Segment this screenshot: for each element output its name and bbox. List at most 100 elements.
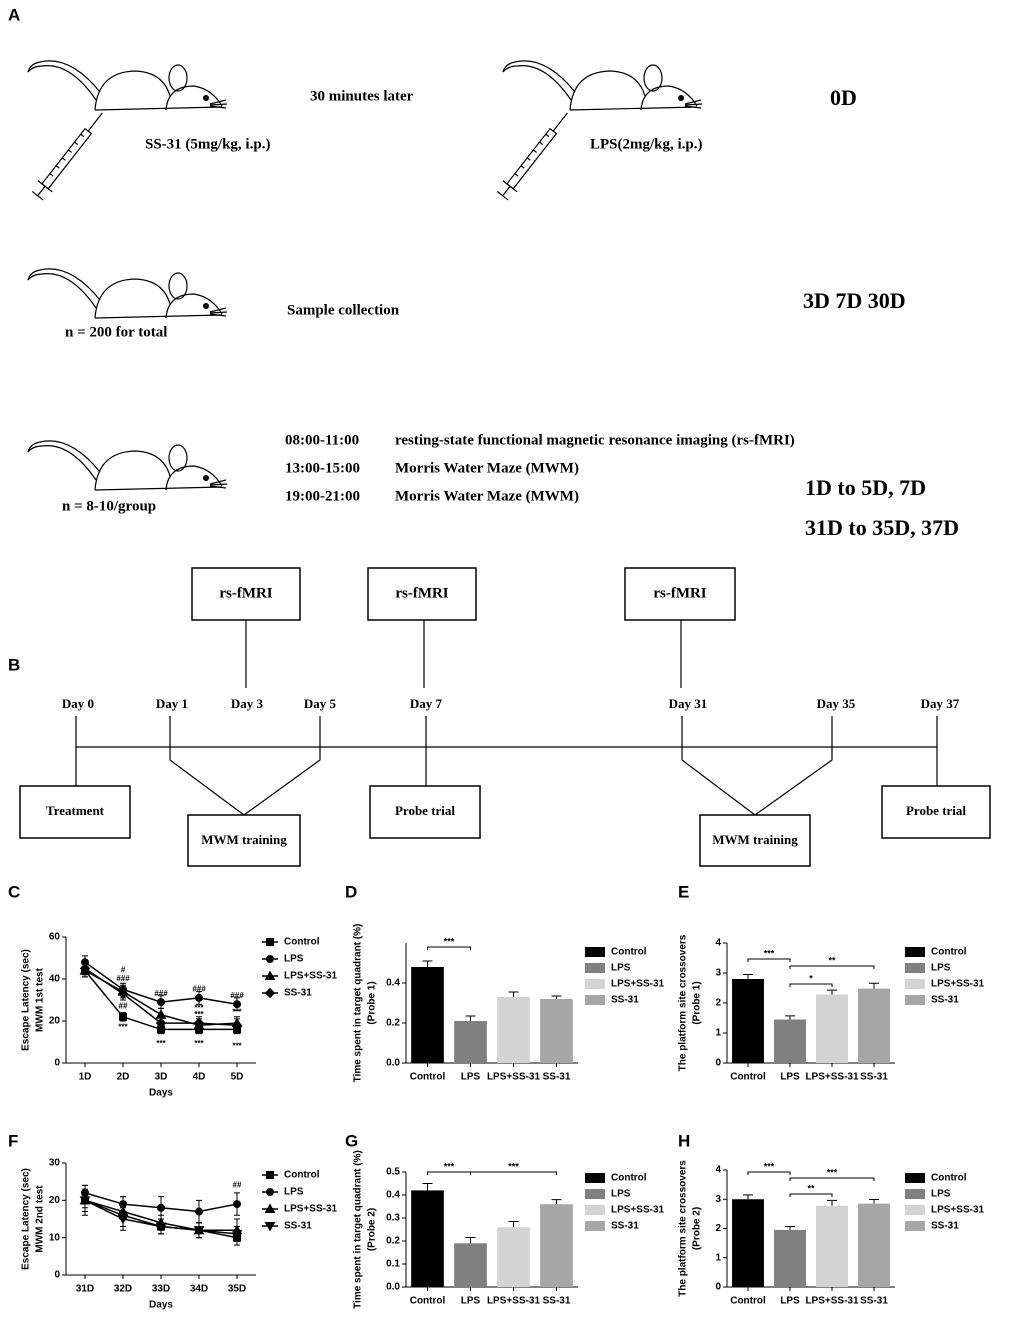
significance-bracket xyxy=(789,1193,833,1197)
legend-label: LPS xyxy=(284,1187,304,1198)
y-axis-title: Escape Latency (sec) xyxy=(21,1168,32,1270)
scan: rs-fMRI xyxy=(219,585,272,601)
error-bar xyxy=(785,1225,795,1230)
bar xyxy=(774,1229,806,1287)
error-bar xyxy=(551,995,562,999)
y-tick-label: 0.5 xyxy=(386,1167,400,1178)
y-axis-title: (Probe 2) xyxy=(367,1208,378,1251)
error-bar xyxy=(869,982,879,989)
bar xyxy=(497,1227,530,1287)
legend-swatch xyxy=(905,1221,925,1231)
y-axis-title: The platform site crossovers xyxy=(678,934,689,1071)
annotation: *** xyxy=(232,1041,242,1050)
bar xyxy=(774,1019,806,1063)
y-tick-label: 30 xyxy=(49,1158,61,1169)
x-tick-label: 32D xyxy=(114,1284,132,1295)
y-tick-label: 20 xyxy=(49,1195,61,1206)
legend-marker xyxy=(266,955,274,963)
scan: rs-fMRI xyxy=(653,585,706,601)
phase-box xyxy=(19,785,131,839)
x-tick-label: LPS+SS-31 xyxy=(805,1072,859,1083)
significance: * xyxy=(809,973,813,983)
y-axis-title: MWM 2nd test xyxy=(35,1185,46,1253)
annotation: ## xyxy=(119,1001,128,1010)
legend-swatch xyxy=(585,1189,605,1199)
legend-marker xyxy=(266,1171,274,1179)
chart: E 0 1 2 3 4 The platform site crossovers (Probe… xyxy=(678,882,985,1082)
phase: Treatment xyxy=(46,803,105,818)
phase: Probe trial xyxy=(395,803,455,818)
error-bar xyxy=(465,1237,476,1244)
x-tick-label: 33D xyxy=(152,1284,170,1295)
phase-box xyxy=(699,814,811,867)
legend-label: LPS+SS-31 xyxy=(611,1205,665,1216)
y-tick-label: 0.1 xyxy=(386,1259,400,1270)
legend-swatch xyxy=(585,963,605,973)
mouse xyxy=(27,268,228,319)
x-tick-label: LPS xyxy=(780,1296,800,1307)
x-tick-label: LPS+SS-31 xyxy=(487,1072,541,1083)
bar xyxy=(816,994,848,1063)
y-tick-label: 40 xyxy=(49,974,61,985)
y-tick-label: 2 xyxy=(715,1223,721,1234)
annotation: *** xyxy=(156,1039,166,1048)
y-tick-label: 10 xyxy=(49,1232,61,1243)
days: 3D 7D 30D xyxy=(803,288,906,313)
marker xyxy=(193,1226,205,1236)
y-tick-label: 0 xyxy=(54,1058,60,1069)
sample-size: n = 200 for total xyxy=(65,324,167,340)
panel-label: F xyxy=(8,1131,18,1150)
error-bar xyxy=(743,974,753,979)
mouse xyxy=(502,60,703,111)
y-tick-label: 0 xyxy=(715,1058,721,1069)
legend-label: Control xyxy=(284,937,320,948)
y-axis-title: (Probe 1) xyxy=(692,981,703,1024)
marker xyxy=(79,963,91,974)
panel-label: E xyxy=(678,882,689,901)
x-tick-label: SS-31 xyxy=(543,1296,571,1307)
significance: *** xyxy=(444,1161,455,1171)
legend-marker xyxy=(264,970,276,980)
days: 1D to 5D, 7D xyxy=(805,475,926,500)
bar xyxy=(497,997,530,1063)
marker xyxy=(79,1196,91,1206)
legend-label: LPS+SS-31 xyxy=(931,979,985,990)
marker xyxy=(157,1203,165,1212)
legend-label: Control xyxy=(284,1170,320,1181)
marker xyxy=(117,988,129,999)
panel-label: G xyxy=(345,1131,358,1150)
y-tick-label: 1 xyxy=(715,1028,721,1039)
y-tick-label: 0.2 xyxy=(386,1236,400,1247)
legend-label: LPS xyxy=(931,1189,951,1200)
x-axis-title: Days xyxy=(149,1300,173,1311)
x-tick-label: 31D xyxy=(76,1284,94,1295)
marker xyxy=(231,1019,243,1031)
y-axis-title: MWM 1st test xyxy=(35,967,46,1032)
marker xyxy=(195,1207,203,1216)
legend-label: Control xyxy=(611,1173,647,1184)
significance-bracket xyxy=(427,1171,471,1175)
legend-label: Control xyxy=(931,1173,967,1184)
legend-swatch xyxy=(585,947,605,957)
scan-box xyxy=(191,567,301,621)
bar xyxy=(732,1199,764,1287)
scan: rs-fMRI xyxy=(395,585,448,601)
legend-marker xyxy=(266,1188,274,1196)
drug: SS-31 (5mg/kg, i.p.) xyxy=(145,136,270,152)
chart: C 0 20 40 60 Escape Latency (sec) MWM 1st test… xyxy=(8,882,338,1098)
marker xyxy=(231,1229,243,1240)
y-axis-title: (Probe 2) xyxy=(692,1207,703,1250)
task: resting-state functional magnetic resona… xyxy=(395,432,795,448)
x-tick-label: 5D xyxy=(231,1072,244,1083)
phase-box xyxy=(187,814,301,867)
legend-label: SS-31 xyxy=(931,995,959,1006)
legend-swatch xyxy=(905,1173,925,1183)
legend-marker xyxy=(266,938,274,946)
y-axis-title: The platform site crossovers xyxy=(678,1160,689,1297)
scan-box xyxy=(367,567,477,621)
legend-label: SS-31 xyxy=(284,1221,312,1232)
legend-swatch xyxy=(585,979,605,989)
significance-bracket xyxy=(747,1171,791,1175)
y-tick-label: 0.0 xyxy=(386,1282,400,1293)
